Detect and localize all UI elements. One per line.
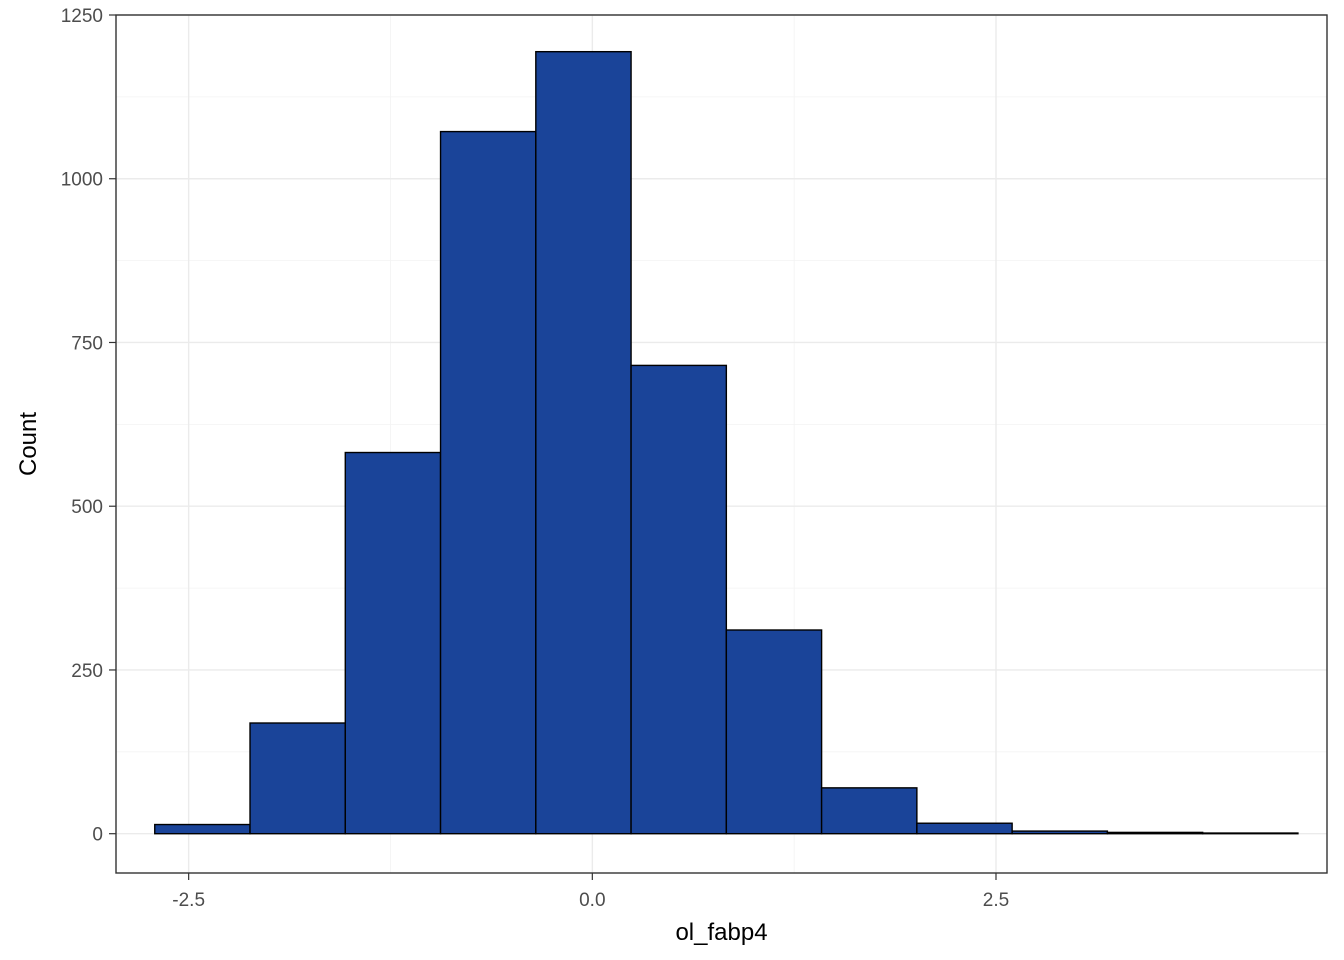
histogram-bar (630, 364, 728, 835)
x-tick-label: -2.5 (172, 890, 205, 911)
histogram-bar (1106, 831, 1204, 835)
y-axis: 0 250 500 750 1000 1250 (61, 6, 116, 846)
x-tick-label: 0.0 (579, 890, 605, 911)
y-axis-title: Count (15, 412, 42, 476)
histogram-bar (344, 451, 442, 835)
x-axis-title: ol_fabp4 (675, 919, 767, 946)
histogram-bar (535, 50, 632, 835)
histogram-bar (249, 722, 346, 835)
x-axis: -2.5 0.0 2.5 (172, 873, 1009, 911)
y-tick-label: 250 (71, 661, 103, 682)
y-tick-label: 0 (92, 825, 103, 846)
histogram-bar (1011, 830, 1109, 835)
histogram-bar (439, 130, 537, 835)
y-tick-label: 1000 (61, 170, 103, 191)
histogram-bar (154, 823, 251, 835)
histogram-bar (1201, 832, 1299, 835)
y-tick-label: 1250 (61, 6, 103, 27)
x-tick-label: 2.5 (983, 890, 1009, 911)
y-tick-label: 750 (71, 333, 103, 354)
histogram-bar (725, 629, 823, 835)
histogram-bar (820, 787, 918, 835)
histogram-bars (154, 50, 1299, 835)
y-tick-label: 500 (71, 497, 103, 518)
histogram-bar (916, 822, 1013, 835)
panel-border (115, 14, 1328, 874)
